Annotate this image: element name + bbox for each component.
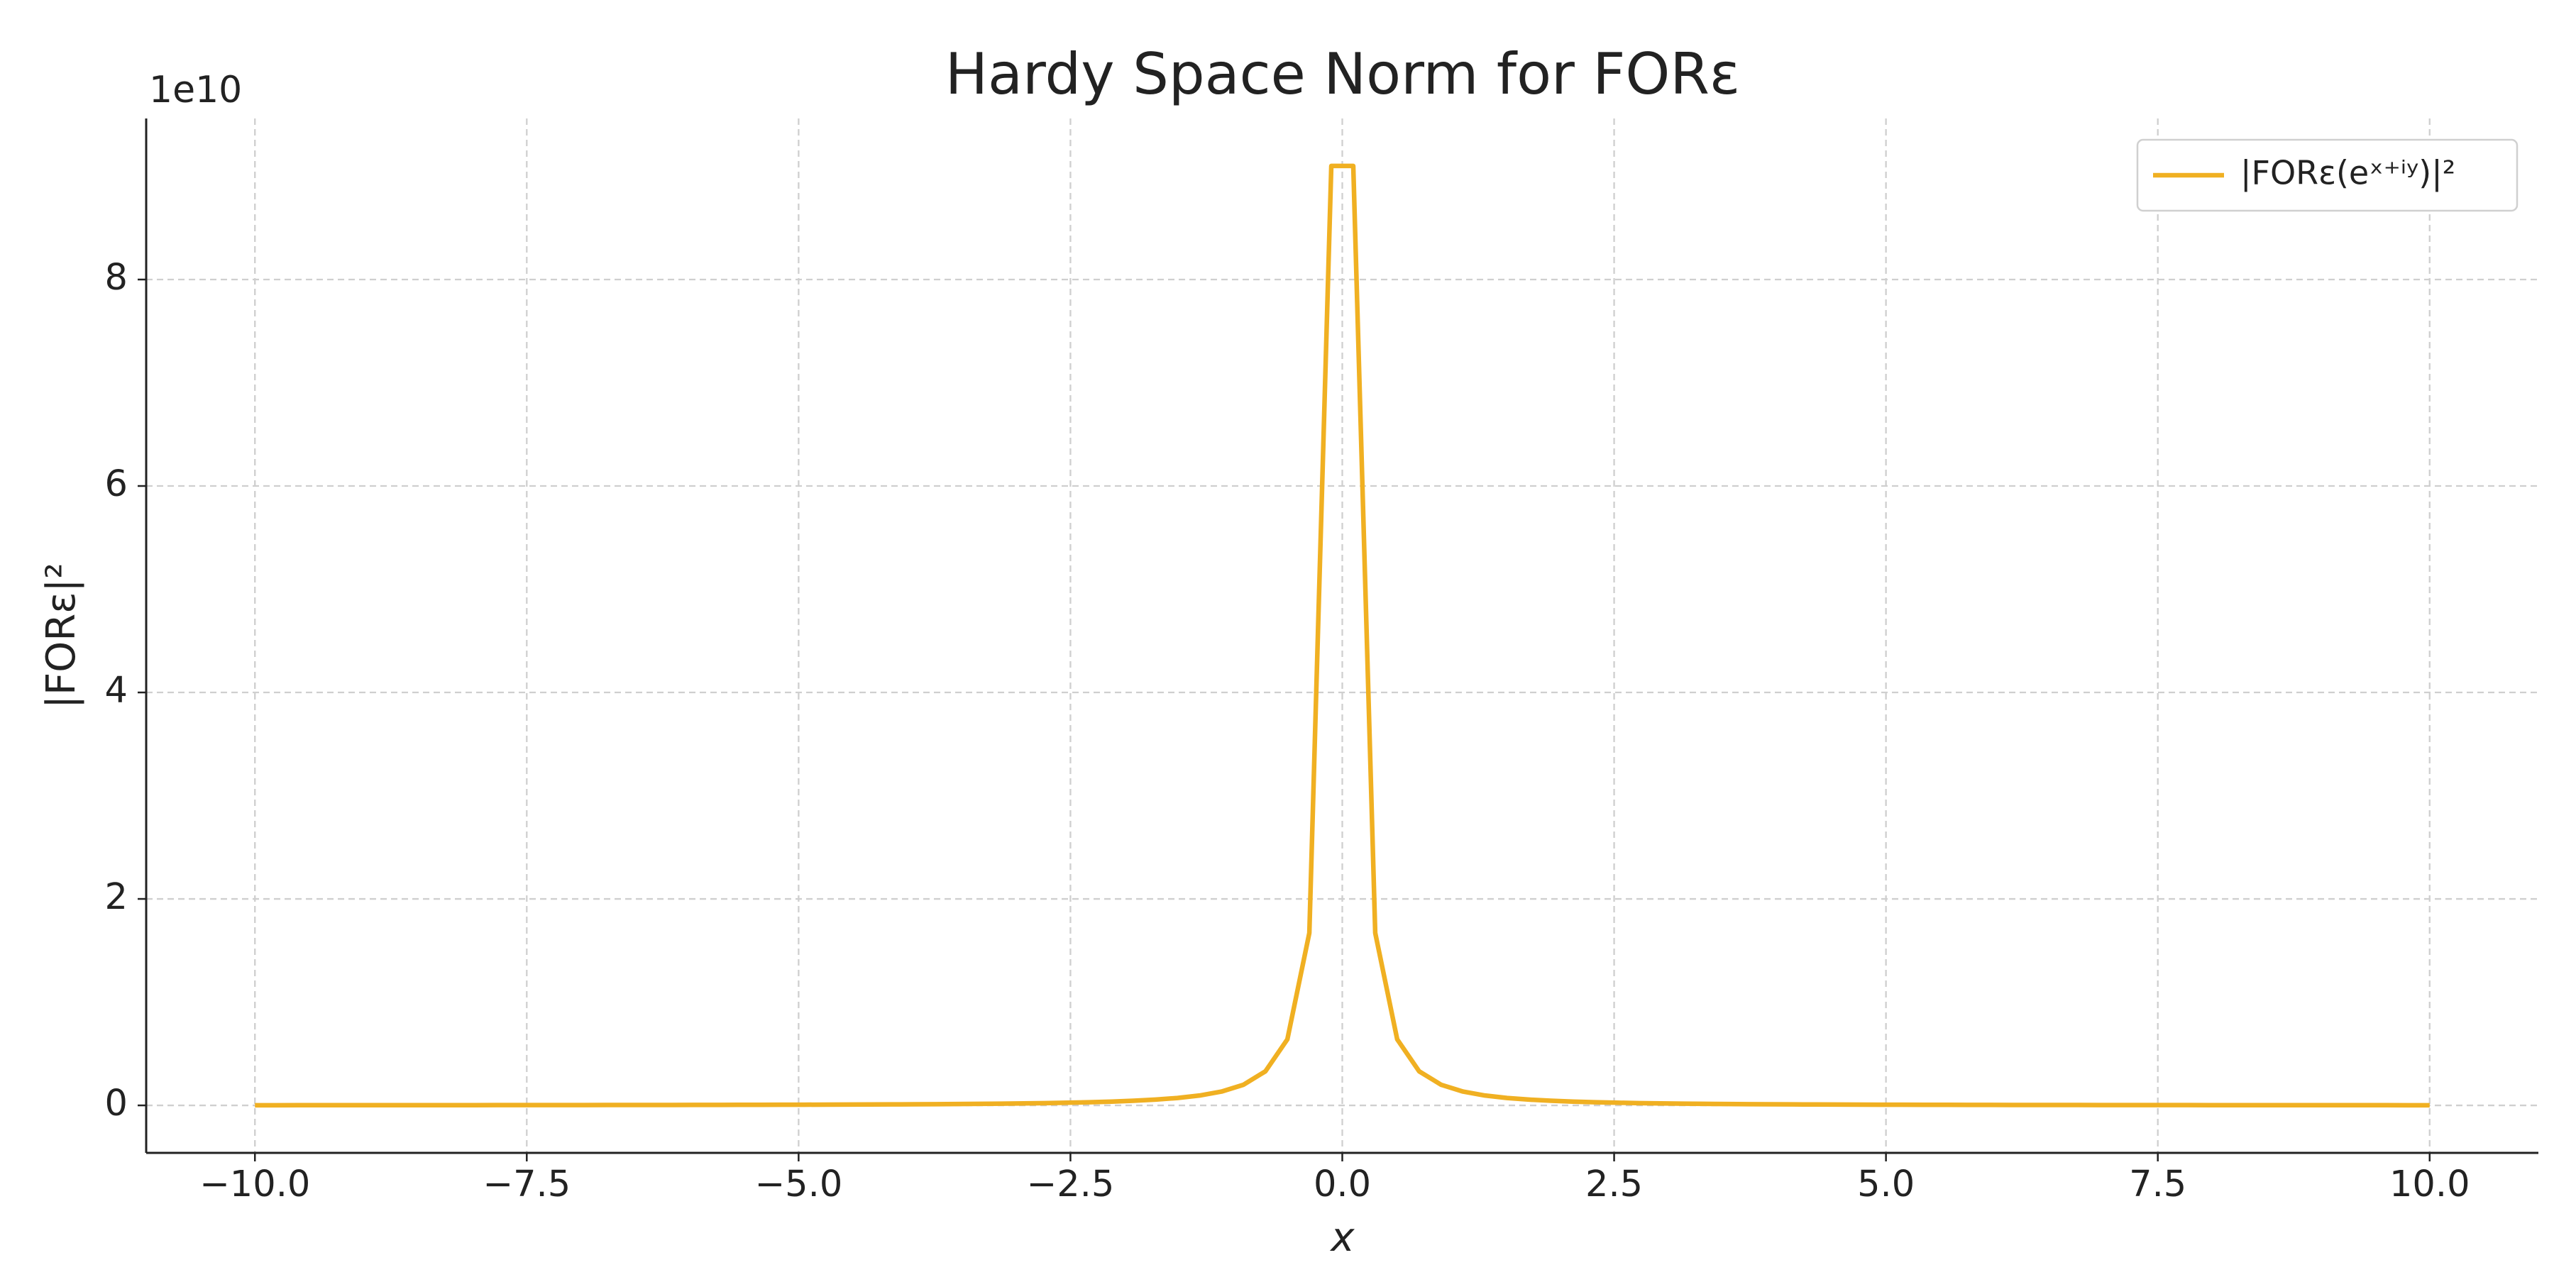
x-axis-label: x: [1329, 1215, 1355, 1261]
x-tick-label: −10.0: [199, 1164, 310, 1205]
y-tick-label: 0: [105, 1083, 128, 1124]
x-tick-label: 0.0: [1314, 1164, 1371, 1205]
y-axis-label: |FORε|²: [38, 563, 84, 709]
y-tick-label: 2: [105, 876, 128, 918]
x-tick-label: −5.0: [754, 1164, 842, 1205]
chart-title: Hardy Space Norm for FORε: [945, 41, 1740, 107]
x-tick-label: 5.0: [1857, 1164, 1915, 1205]
y-tick-label: 8: [105, 257, 128, 299]
y-offset-label: 1e10: [149, 69, 242, 111]
x-tick-label: −7.5: [483, 1164, 571, 1205]
x-tick-label: 2.5: [1585, 1164, 1643, 1205]
x-tick-label: −2.5: [1027, 1164, 1115, 1205]
legend-box: [2136, 138, 2519, 212]
series-line: [255, 163, 2430, 1108]
y-tick-label: 6: [105, 463, 128, 505]
x-tick-label: 7.5: [2129, 1164, 2186, 1205]
legend-label: |FORε(eˣ⁺ⁱʸ)|²: [2240, 154, 2455, 193]
x-tick-label: 10.0: [2389, 1164, 2470, 1205]
y-tick-label: 4: [105, 670, 128, 712]
